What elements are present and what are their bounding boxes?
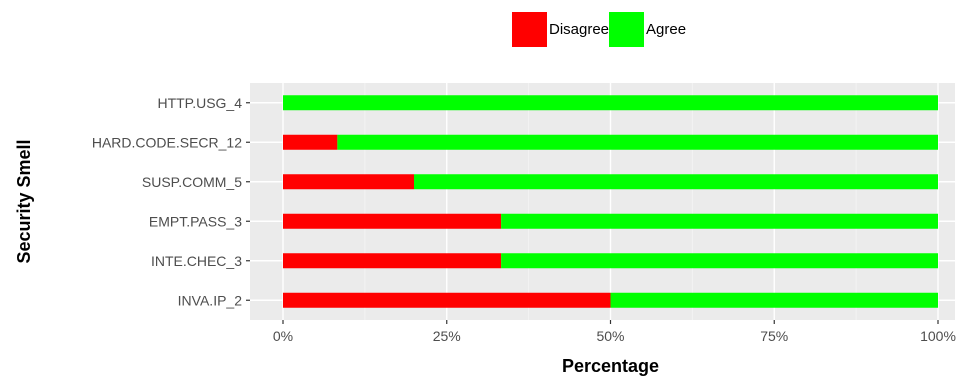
legend-label-agree: Agree <box>646 21 687 38</box>
bar-disagree-inva-ip-2 <box>283 292 611 308</box>
y-tick-label: SUSP.COMM_5 <box>142 174 242 190</box>
legend-key-disagree <box>512 12 547 47</box>
bar-disagree-inte-chec-3 <box>283 253 502 269</box>
y-axis-title: Security Smell <box>14 139 34 263</box>
y-tick-label: HARD.CODE.SECR_12 <box>92 134 242 150</box>
bar-disagree-hard-code-secr-12 <box>283 134 338 150</box>
bar-agree-inte-chec-3 <box>501 253 938 269</box>
legend-item-agree: Agree <box>609 12 686 47</box>
x-tick-label: 100% <box>920 328 956 344</box>
bar-agree-inva-ip-2 <box>610 292 938 308</box>
y-tick-label: HTTP.USG_4 <box>157 95 242 111</box>
legend-label-disagree: Disagree <box>549 21 610 38</box>
x-tick-label: 50% <box>596 328 624 344</box>
bar-agree-susp-comm-5 <box>414 174 938 190</box>
x-axis-title: Percentage <box>562 356 659 376</box>
x-tick-label: 0% <box>273 328 293 344</box>
bar-agree-hard-code-secr-12 <box>337 134 938 150</box>
bar-agree-empt-pass-3 <box>501 213 938 229</box>
x-tick-label: 75% <box>760 328 788 344</box>
y-tick-label: INVA.IP_2 <box>178 292 243 308</box>
panel-background <box>250 83 955 320</box>
legend-item-disagree: Disagree <box>512 12 609 47</box>
bar-agree-http-usg-4 <box>283 95 938 111</box>
bar-disagree-susp-comm-5 <box>283 174 414 190</box>
legend: Disagree Agree <box>512 12 686 47</box>
bar-disagree-empt-pass-3 <box>283 213 502 229</box>
y-tick-label: INTE.CHEC_3 <box>151 253 242 269</box>
x-tick-label: 25% <box>433 328 461 344</box>
legend-key-agree <box>609 12 645 47</box>
y-tick-label: EMPT.PASS_3 <box>149 213 242 229</box>
